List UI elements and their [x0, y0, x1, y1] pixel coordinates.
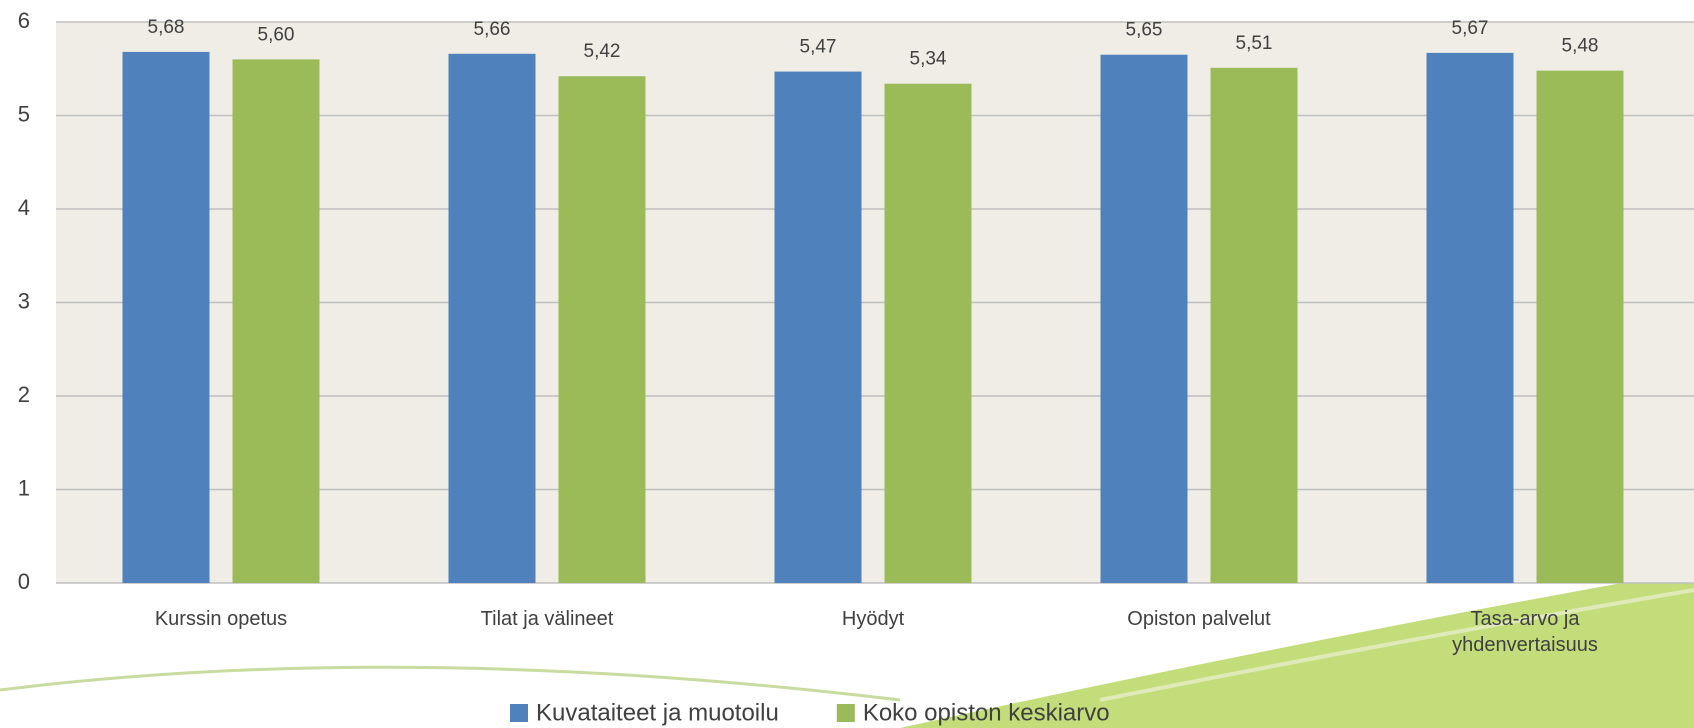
- value-label: 5,48: [1562, 36, 1599, 57]
- bar: [1210, 67, 1298, 583]
- bar: [1100, 54, 1188, 584]
- bar: [232, 59, 320, 583]
- legend-swatch: [510, 704, 528, 722]
- y-tick-label: 5: [18, 101, 30, 126]
- value-label: 5,34: [910, 49, 947, 70]
- bar: [1426, 52, 1514, 584]
- value-label: 5,68: [148, 17, 185, 38]
- value-label: 5,42: [584, 41, 621, 62]
- x-tick-label: Kurssin opetus: [154, 608, 288, 630]
- y-tick-label: 2: [18, 382, 30, 407]
- bar: [122, 51, 210, 584]
- value-label: 5,67: [1452, 18, 1489, 39]
- value-label: 5,60: [258, 24, 295, 45]
- y-tick-label: 4: [18, 195, 30, 220]
- legend-label: Koko opiston keskiarvo: [863, 699, 1110, 726]
- y-tick-label: 6: [18, 8, 30, 33]
- bar: [448, 53, 536, 584]
- value-label: 5,65: [1126, 20, 1163, 41]
- y-tick-label: 0: [18, 569, 30, 594]
- bar: [884, 83, 972, 584]
- legend-label: Kuvataiteet ja muotoilu: [536, 699, 779, 726]
- value-label: 5,51: [1236, 33, 1273, 54]
- bar: [774, 71, 862, 584]
- x-tick-label: Hyödyt: [841, 608, 905, 630]
- decoration: [900, 570, 1694, 728]
- x-tick-label: Tasa-arvo ja yhdenvertaisuus: [1452, 608, 1598, 656]
- decoration: [1099, 588, 1694, 702]
- value-label: 5,66: [474, 19, 511, 40]
- bar: [558, 76, 646, 583]
- bar: [1536, 70, 1624, 584]
- x-tick-label: Tilat ja välineet: [480, 608, 614, 630]
- x-tick-label: Opiston palvelut: [1127, 608, 1271, 630]
- decoration: [0, 665, 901, 702]
- legend-swatch: [836, 704, 855, 722]
- y-tick-label: 1: [18, 475, 30, 500]
- y-tick-label: 3: [18, 288, 30, 313]
- value-label: 5,47: [800, 37, 837, 58]
